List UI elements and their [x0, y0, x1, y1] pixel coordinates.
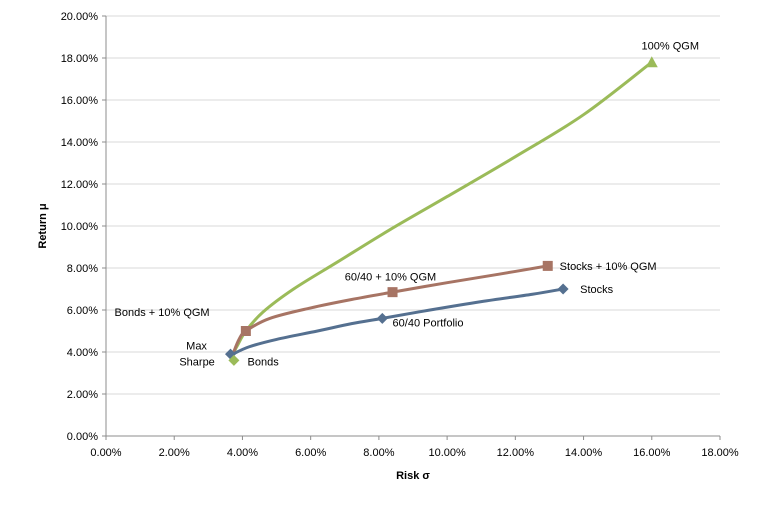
x-tick-labels: 0.00% 2.00% 4.00% 6.00% 8.00% 10.00% 12.00% 14.…	[90, 447, 738, 459]
annotation-label: Bonds + 10% QGM	[115, 307, 210, 319]
x-tick-label: 2.00%	[159, 447, 190, 459]
data-point	[645, 56, 658, 68]
x-tick-label: 10.00%	[428, 447, 466, 459]
annotation-label: 60/40 + 10% QGM	[345, 271, 436, 283]
y-tick-label: 20.00%	[61, 11, 99, 23]
y-tick-label: 16.00%	[61, 95, 99, 107]
gridlines	[106, 15, 720, 395]
x-tick-label: 14.00%	[565, 447, 603, 459]
data-point	[387, 287, 398, 298]
y-axis-title: Return μ	[37, 203, 49, 248]
annotation-label: Max	[186, 341, 207, 353]
annotation-label: 100% QGM	[642, 40, 699, 52]
y-tick-label: 10.00%	[61, 221, 99, 233]
annotation-label: Stocks	[580, 284, 614, 296]
annotation-label: Stocks + 10% QGM	[560, 261, 657, 273]
x-tick-label: 4.00%	[227, 447, 258, 459]
y-tick-label: 0.00%	[67, 431, 98, 443]
y-tick-label: 6.00%	[67, 305, 98, 317]
data-point	[228, 354, 240, 366]
y-tick-label: 18.00%	[61, 53, 99, 65]
data-point	[376, 312, 388, 324]
y-tick-labels: 0.00% 2.00% 4.00% 6.00% 8.00% 10.00% 12.00% 14.…	[61, 11, 99, 443]
y-tick-label: 12.00%	[61, 179, 99, 191]
data-point	[240, 326, 251, 336]
data-point	[542, 260, 553, 271]
data-point	[557, 283, 569, 295]
x-axis-title: Risk σ	[396, 470, 430, 482]
x-tick-label: 18.00%	[701, 447, 739, 459]
x-tick-label: 0.00%	[90, 447, 121, 459]
x-tick-label: 16.00%	[633, 447, 671, 459]
annotation-label: Bonds	[248, 356, 280, 368]
annotations: 100% QGM Stocks + 10% QGM 60/40 + 10% QGM S…	[115, 40, 699, 368]
series-line	[231, 287, 565, 356]
x-tick-label: 6.00%	[295, 447, 326, 459]
series-markers	[225, 56, 658, 366]
annotation-label: 60/40 Portfolio	[393, 318, 464, 330]
x-tick-label: 12.00%	[497, 447, 535, 459]
y-tick-label: 4.00%	[67, 347, 98, 359]
axes	[102, 15, 721, 440]
y-tick-label: 8.00%	[67, 263, 98, 275]
y-tick-label: 2.00%	[67, 389, 98, 401]
y-tick-label: 14.00%	[61, 137, 99, 149]
x-tick-label: 8.00%	[363, 447, 394, 459]
annotation-label: Sharpe	[179, 356, 214, 368]
